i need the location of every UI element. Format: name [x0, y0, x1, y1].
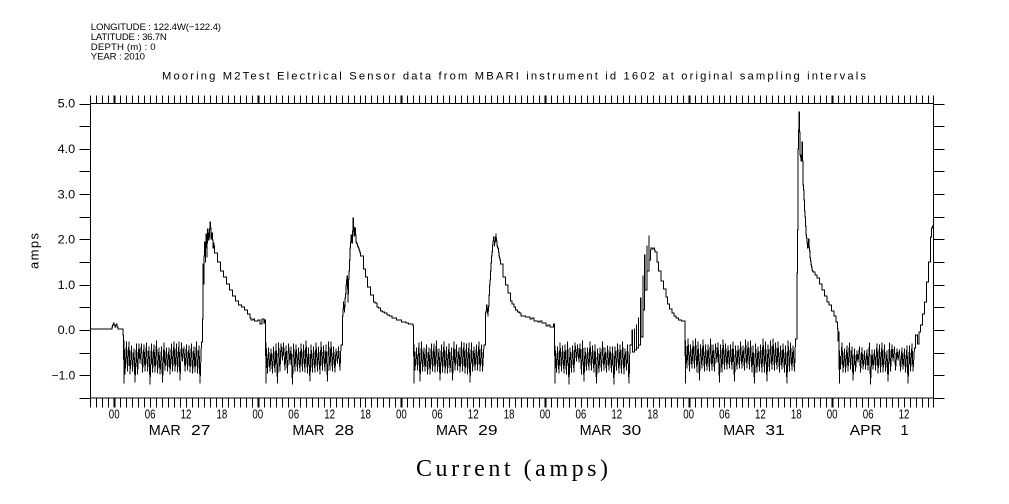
svg-text:MAR: MAR	[149, 423, 181, 439]
svg-text:−1.0: −1.0	[52, 371, 76, 383]
svg-text:1.0: 1.0	[58, 280, 76, 292]
svg-text:YEAR : 2010: YEAR : 2010	[91, 52, 145, 63]
svg-text:2.0: 2.0	[58, 235, 76, 247]
svg-text:APR: APR	[850, 423, 882, 439]
svg-text:5.0: 5.0	[58, 99, 76, 111]
svg-text:27: 27	[191, 423, 210, 439]
svg-text:06: 06	[145, 408, 156, 422]
svg-text:amps: amps	[27, 233, 42, 270]
svg-text:12: 12	[468, 408, 479, 422]
svg-text:18: 18	[504, 408, 515, 422]
svg-text:LATITUDE : 36.7N: LATITUDE : 36.7N	[91, 32, 167, 43]
svg-text:31: 31	[765, 423, 784, 439]
svg-text:00: 00	[252, 408, 263, 422]
svg-text:12: 12	[611, 408, 622, 422]
svg-text:18: 18	[216, 408, 227, 422]
svg-text:06: 06	[575, 408, 586, 422]
svg-text:MAR: MAR	[580, 423, 612, 439]
svg-text:00: 00	[683, 408, 694, 422]
svg-text:06: 06	[288, 408, 299, 422]
svg-text:00: 00	[109, 408, 120, 422]
svg-text:28: 28	[335, 423, 354, 439]
svg-text:MAR: MAR	[723, 423, 755, 439]
svg-text:18: 18	[360, 408, 371, 422]
svg-text:18: 18	[791, 408, 802, 422]
svg-text:12: 12	[899, 408, 910, 422]
svg-text:12: 12	[324, 408, 335, 422]
svg-text:06: 06	[719, 408, 730, 422]
svg-text:29: 29	[478, 423, 497, 439]
svg-text:00: 00	[540, 408, 551, 422]
svg-text:LONGITUDE : 122.4W(−122.4): LONGITUDE : 122.4W(−122.4)	[91, 22, 221, 33]
svg-text:12: 12	[755, 408, 766, 422]
svg-text:1: 1	[901, 423, 909, 439]
svg-text:3.0: 3.0	[58, 189, 76, 201]
svg-text:18: 18	[647, 408, 658, 422]
svg-text:30: 30	[622, 423, 641, 439]
svg-text:0.0: 0.0	[58, 325, 76, 337]
svg-text:06: 06	[863, 408, 874, 422]
svg-text:MAR: MAR	[292, 423, 324, 439]
svg-text:MAR: MAR	[436, 423, 468, 439]
svg-text:12: 12	[181, 408, 192, 422]
svg-text:4.0: 4.0	[58, 144, 76, 156]
svg-text:00: 00	[396, 408, 407, 422]
svg-text:06: 06	[432, 408, 443, 422]
svg-text:00: 00	[827, 408, 838, 422]
svg-text:DEPTH (m) : 0: DEPTH (m) : 0	[91, 42, 156, 53]
